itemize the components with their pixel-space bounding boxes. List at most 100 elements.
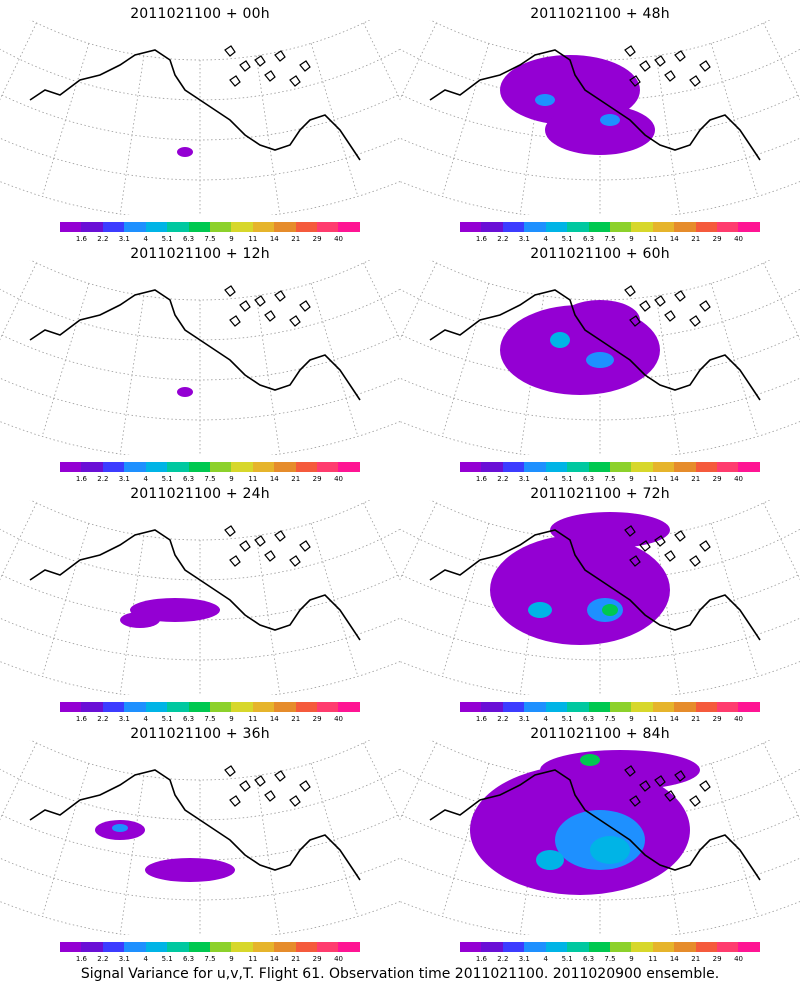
colorbar-swatch xyxy=(252,942,275,952)
colorbar-swatch xyxy=(652,702,675,712)
variance-contour xyxy=(590,836,630,864)
colorbar-tick-label: 3.1 xyxy=(118,475,130,483)
colorbar-swatch xyxy=(545,462,568,472)
colorbar-tick-label: 29 xyxy=(312,955,322,963)
colorbar-tick-label: 11 xyxy=(648,475,658,483)
longitude-line xyxy=(255,295,281,455)
forecast-panel: 2011021100 + 60h 1.6 2.2 3.1 4 5.1 6.3 7.5 9 11 14… xyxy=(400,240,800,483)
colorbar-swatch xyxy=(338,462,360,472)
colorbar-tick-label: 7.5 xyxy=(204,235,216,243)
island-outline xyxy=(229,555,241,567)
colorbar-swatch xyxy=(60,222,82,232)
colorbar-swatch xyxy=(652,462,675,472)
colorbar-swatch xyxy=(231,222,253,232)
island-outline xyxy=(629,555,641,567)
forecast-panel: 2011021100 + 36h 1.6 2.2 3.1 4 5.1 6.3 7.5 9 11 14… xyxy=(0,720,400,963)
colorbar-tick-label: 11 xyxy=(248,715,258,723)
map-plot xyxy=(0,740,400,935)
colorbar-tick-label: 7.5 xyxy=(604,955,616,963)
latitude-line xyxy=(429,20,771,61)
colorbar-tick-label: 7.5 xyxy=(604,475,616,483)
longitude-line xyxy=(310,523,359,677)
colorbar xyxy=(60,942,360,952)
colorbar-swatch xyxy=(317,702,339,712)
colorbar-swatch xyxy=(588,942,610,952)
island-outline xyxy=(289,315,301,327)
colorbar-swatch xyxy=(695,702,718,712)
island-outline xyxy=(239,540,251,552)
longitude-line xyxy=(119,55,145,215)
colorbar-swatch xyxy=(738,942,760,952)
colorbar-swatch xyxy=(60,942,82,952)
island-outline xyxy=(699,60,711,72)
longitude-line xyxy=(41,523,90,677)
colorbar-labels: 1.6 2.2 3.1 4 5.1 6.3 7.5 9 11 14 21 29 40 xyxy=(460,955,760,965)
colorbar xyxy=(460,222,760,232)
island-outline xyxy=(639,300,651,312)
colorbar-swatch xyxy=(674,222,696,232)
colorbar-tick-label: 21 xyxy=(691,475,701,483)
colorbar-swatch xyxy=(252,702,275,712)
colorbar-tick-label: 11 xyxy=(248,235,258,243)
island-outline xyxy=(664,550,676,562)
colorbar-tick-label: 11 xyxy=(648,715,658,723)
longitude-line xyxy=(400,742,437,821)
colorbar-tick-label: 2.2 xyxy=(497,715,509,723)
island-outline xyxy=(664,790,676,802)
panel-title: 2011021100 + 72h xyxy=(530,486,670,502)
colorbar-tick-label: 7.5 xyxy=(204,475,216,483)
colorbar-swatch xyxy=(124,942,146,952)
colorbar-swatch xyxy=(460,462,482,472)
colorbar-swatch xyxy=(81,462,103,472)
island-outline xyxy=(639,60,651,72)
colorbar-tick-label: 21 xyxy=(291,955,301,963)
island-outline xyxy=(664,70,676,82)
colorbar-tick-label: 21 xyxy=(691,715,701,723)
colorbar-swatch xyxy=(567,462,589,472)
colorbar-swatch xyxy=(588,222,610,232)
panel-title: 2011021100 + 60h xyxy=(530,246,670,262)
figure-caption: Signal Variance for u,v,T. Flight 61. Ob… xyxy=(80,966,720,982)
colorbar-labels: 1.6 2.2 3.1 4 5.1 6.3 7.5 9 11 14 21 29 40 xyxy=(460,715,760,725)
longitude-line xyxy=(710,523,759,677)
variance-contour xyxy=(535,94,555,106)
colorbar-tick-label: 9 xyxy=(229,955,234,963)
longitude-line xyxy=(710,763,759,917)
island-outline xyxy=(699,780,711,792)
island-outline xyxy=(674,50,686,62)
colorbar-tick-label: 2.2 xyxy=(97,955,109,963)
longitude-line xyxy=(0,262,37,341)
longitude-line xyxy=(363,262,400,341)
colorbar-swatch xyxy=(124,222,146,232)
map-plot xyxy=(400,500,800,695)
colorbar-swatch xyxy=(145,702,168,712)
colorbar-tick-label: 11 xyxy=(248,955,258,963)
colorbar-tick-label: 40 xyxy=(334,475,344,483)
colorbar-tick-label: 1.6 xyxy=(475,715,487,723)
colorbar xyxy=(460,462,760,472)
colorbar-swatch xyxy=(102,462,125,472)
colorbar-swatch xyxy=(167,942,189,952)
colorbar-tick-label: 6.3 xyxy=(182,235,195,243)
longitude-line xyxy=(400,22,437,101)
colorbar-tick-label: 21 xyxy=(291,475,301,483)
colorbar-labels: 1.6 2.2 3.1 4 5.1 6.3 7.5 9 11 14 21 29 40 xyxy=(60,955,360,965)
colorbar-swatch xyxy=(738,462,760,472)
colorbar-swatch xyxy=(188,222,210,232)
colorbar-swatch xyxy=(481,222,503,232)
colorbar-swatch xyxy=(81,222,103,232)
colorbar-tick-label: 7.5 xyxy=(604,235,616,243)
latitude-line xyxy=(29,260,371,301)
colorbar xyxy=(460,942,760,952)
colorbar-swatch xyxy=(338,942,360,952)
colorbar-swatch xyxy=(631,462,653,472)
longitude-line xyxy=(441,763,490,917)
panel-title: 2011021100 + 12h xyxy=(130,246,270,262)
colorbar-tick-label: 40 xyxy=(334,955,344,963)
colorbar-swatch xyxy=(102,942,125,952)
colorbar-swatch xyxy=(588,462,610,472)
island-outline xyxy=(674,770,686,782)
variance-contour xyxy=(177,147,193,157)
colorbar-tick-label: 5.1 xyxy=(161,235,173,243)
island-outline xyxy=(254,295,266,307)
